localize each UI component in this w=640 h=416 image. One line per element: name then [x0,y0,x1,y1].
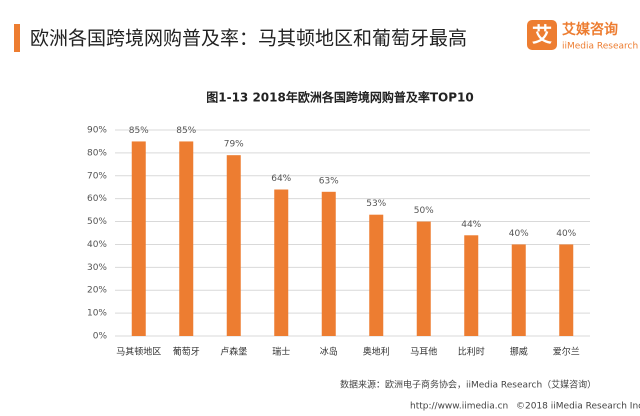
footer-copyright: ©2018 iiMedia Research Inc [516,402,640,412]
value-label: 44% [461,220,481,230]
bar [369,214,384,336]
x-tick-label: 葡萄牙 [173,346,200,358]
x-tick-label: 比利时 [458,346,485,358]
y-tick-label: 80% [87,148,107,158]
logo-mark: 艾 [532,23,552,47]
value-label: 53% [366,199,386,209]
logo-sub: iiMedia Research [562,42,638,52]
bar [511,244,526,336]
y-tick-label: 30% [87,263,107,273]
x-tick-label: 马耳他 [410,346,437,358]
value-label: 63% [319,176,339,186]
x-tick-label: 奥地利 [363,346,390,358]
y-tick-label: 50% [87,217,107,227]
y-tick-label: 70% [87,171,107,181]
footer-url: http://www.iimedia.cn [410,402,508,412]
bar [464,235,479,336]
logo-mark-bg [527,20,557,50]
bar [559,244,574,336]
y-tick-label: 20% [87,286,107,296]
header-title: 欧洲各国跨境网购普及率：马其顿地区和葡萄牙最高 [30,28,467,50]
value-label: 85% [129,126,149,136]
x-tick-label: 爱尔兰 [553,346,580,358]
chart-title: 图1-13 2018年欧洲各国跨境网购普及率TOP10 [206,90,474,105]
x-tick-label: 挪威 [510,346,528,358]
y-tick-label: 10% [87,309,107,319]
x-tick-label: 马其顿地区 [116,346,161,358]
bar [321,191,336,336]
value-label: 79% [224,140,244,150]
value-label: 40% [509,229,529,239]
bar [179,141,194,336]
header-accent [14,24,20,52]
x-tick-label: 冰岛 [320,346,338,358]
bar [416,221,431,336]
y-tick-label: 0% [93,332,108,342]
value-label: 85% [176,126,196,136]
source: 数据来源：欧洲电子商务协会，iiMedia Research（艾媒咨询） [340,379,596,391]
logo-name: 艾媒咨询 [562,21,618,38]
y-tick-label: 40% [87,240,107,250]
value-label: 50% [414,206,434,216]
bar [274,189,289,336]
y-tick-label: 60% [87,194,107,204]
value-label: 64% [271,174,291,184]
x-tick-label: 卢森堡 [220,346,247,358]
value-label: 40% [556,229,576,239]
y-tick-label: 90% [87,126,107,136]
bar [131,141,146,336]
bar [226,155,241,336]
x-tick-label: 瑞士 [272,346,290,358]
